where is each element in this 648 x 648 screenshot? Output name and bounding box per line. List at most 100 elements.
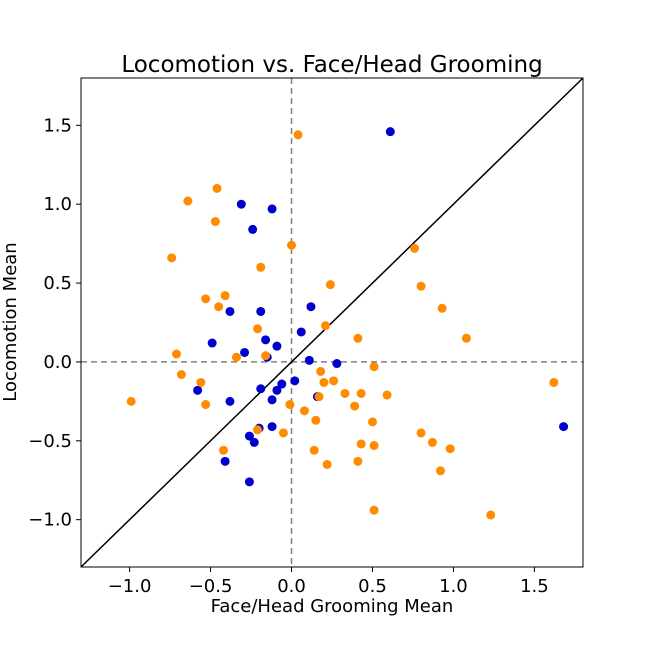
plot-area — [80, 77, 584, 568]
data-point — [311, 415, 321, 425]
y-axis-label: Locomotion Mean — [0, 242, 21, 401]
data-point — [285, 400, 295, 410]
data-point — [316, 366, 326, 376]
data-point — [340, 388, 350, 398]
x-tick-label: −1.0 — [108, 576, 152, 597]
y-tick-label: 0.5 — [43, 273, 72, 294]
data-point — [277, 379, 287, 389]
data-point — [410, 243, 420, 253]
data-point — [267, 422, 277, 432]
data-point — [220, 291, 230, 301]
data-point — [290, 376, 300, 386]
x-tick-label: 0.5 — [358, 576, 387, 597]
data-point — [304, 355, 314, 365]
data-point — [287, 240, 297, 250]
data-point — [332, 359, 342, 369]
x-axis-label: Face/Head Grooming Mean — [211, 596, 454, 617]
x-tick-label: 0.0 — [277, 576, 306, 597]
data-point — [369, 505, 379, 515]
data-point — [350, 401, 360, 411]
data-point — [210, 217, 220, 227]
data-point — [293, 130, 303, 140]
y-tick-label: −1.0 — [28, 510, 72, 531]
x-tick-label: −0.5 — [189, 576, 233, 597]
series-2 — [126, 130, 559, 520]
data-point — [193, 385, 203, 395]
data-point — [236, 199, 246, 209]
data-point — [486, 510, 496, 520]
data-point — [261, 351, 271, 361]
data-point — [207, 338, 217, 348]
data-point — [329, 376, 339, 386]
data-point — [325, 280, 335, 290]
y-axis: −1.0 −0.5 0.0 0.5 1.0 1.5 — [28, 115, 81, 531]
data-point — [214, 302, 224, 312]
data-point — [299, 406, 309, 416]
data-point — [356, 388, 366, 398]
data-point — [261, 335, 271, 345]
data-point — [256, 262, 266, 272]
data-point — [248, 224, 258, 234]
data-point — [196, 377, 206, 387]
data-point — [201, 294, 211, 304]
data-point — [272, 385, 282, 395]
data-point — [437, 303, 447, 313]
data-point — [244, 477, 254, 487]
data-point — [314, 392, 324, 402]
data-point — [445, 444, 455, 454]
data-point — [353, 333, 363, 343]
data-point — [369, 362, 379, 372]
data-point — [461, 333, 471, 343]
x-axis: −1.0 −0.5 0.0 0.5 1.0 1.5 — [108, 567, 549, 597]
data-point — [201, 400, 211, 410]
data-point — [385, 127, 395, 137]
data-point — [427, 437, 437, 447]
data-point — [267, 395, 277, 405]
data-point — [353, 456, 363, 466]
data-point — [249, 437, 259, 447]
data-point — [435, 466, 445, 476]
data-point — [244, 431, 254, 441]
data-point — [356, 439, 366, 449]
data-points — [126, 127, 569, 520]
x-tick-label: 1.0 — [439, 576, 468, 597]
identity-line — [80, 77, 584, 568]
data-point — [267, 204, 277, 214]
data-point — [549, 377, 559, 387]
data-point — [321, 321, 331, 331]
data-point — [272, 341, 282, 351]
data-point — [256, 306, 266, 316]
x-tick-label: 1.5 — [520, 576, 549, 597]
plot-frame — [80, 77, 584, 568]
data-point — [231, 352, 241, 362]
data-point — [172, 349, 182, 359]
data-point — [225, 306, 235, 316]
data-point — [212, 183, 222, 193]
data-point — [220, 456, 230, 466]
data-point — [256, 384, 266, 394]
y-tick-label: 1.0 — [43, 194, 72, 215]
data-point — [176, 370, 186, 380]
data-point — [382, 390, 392, 400]
data-point — [278, 428, 288, 438]
data-point — [219, 445, 229, 455]
data-point — [416, 428, 426, 438]
chart-title: Locomotion vs. Face/Head Grooming — [121, 52, 542, 78]
data-point — [183, 196, 193, 206]
data-point — [225, 396, 235, 406]
data-point — [369, 441, 379, 451]
data-point — [253, 425, 263, 435]
data-point — [367, 417, 377, 427]
data-point — [306, 302, 316, 312]
data-point — [319, 377, 329, 387]
y-tick-label: 0.0 — [43, 352, 72, 373]
y-tick-label: 1.5 — [43, 115, 72, 136]
reference-lines — [80, 77, 584, 568]
data-point — [240, 347, 250, 357]
data-point — [167, 253, 177, 263]
data-point — [559, 422, 569, 432]
y-tick-label: −0.5 — [28, 431, 72, 452]
data-point — [322, 459, 332, 469]
data-point — [253, 324, 263, 334]
